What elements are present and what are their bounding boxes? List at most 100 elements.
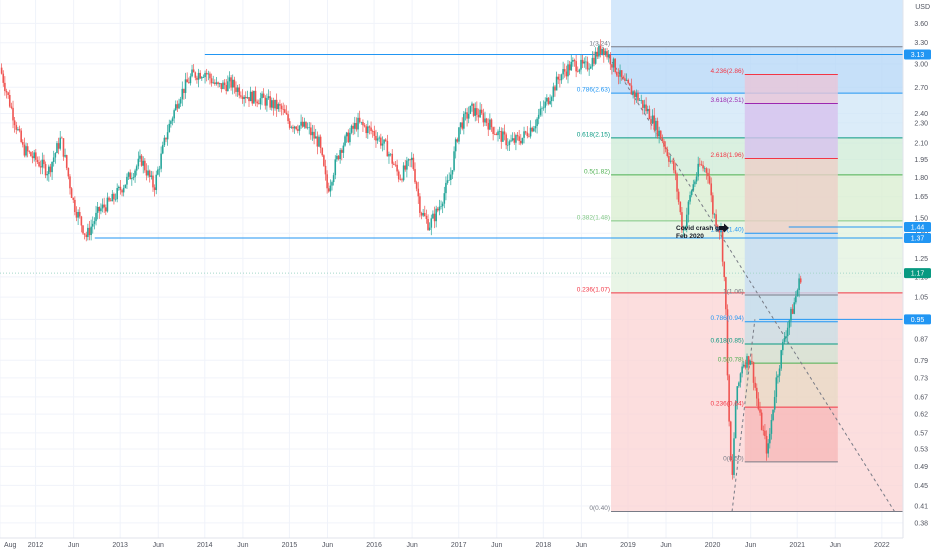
candle xyxy=(594,47,597,65)
candle xyxy=(778,364,781,383)
candle xyxy=(633,89,636,105)
candle xyxy=(56,141,58,154)
candle xyxy=(796,288,799,297)
candle xyxy=(534,119,537,133)
candle xyxy=(360,121,363,125)
candle xyxy=(140,154,143,167)
candle xyxy=(438,199,441,216)
candle xyxy=(493,126,496,136)
candle xyxy=(135,164,138,176)
candle xyxy=(74,196,76,216)
candle xyxy=(306,122,309,130)
candle xyxy=(770,414,773,440)
candle xyxy=(297,124,299,134)
candle xyxy=(257,99,260,105)
candle xyxy=(624,73,626,82)
candle xyxy=(515,133,517,151)
candle xyxy=(209,71,211,85)
candle xyxy=(783,332,786,344)
candle xyxy=(12,100,14,129)
candle xyxy=(729,420,732,462)
candle xyxy=(780,349,782,371)
candle xyxy=(402,162,405,182)
candle xyxy=(755,383,758,407)
candle xyxy=(339,147,341,164)
price-badge-label: 1.44 xyxy=(911,224,925,231)
candle xyxy=(199,70,201,80)
ext-zone xyxy=(744,103,838,159)
candle xyxy=(108,196,110,203)
candle xyxy=(723,261,726,282)
candle xyxy=(194,71,197,81)
candle xyxy=(570,54,573,71)
candle xyxy=(767,439,769,458)
ext-zone xyxy=(744,363,838,408)
y-tick-label: 0.79 xyxy=(914,358,928,365)
candle xyxy=(795,291,797,305)
candle xyxy=(620,70,623,81)
candle xyxy=(118,185,120,191)
candle xyxy=(529,120,532,139)
candle xyxy=(5,88,8,99)
ext-label: 0.618(0.85) xyxy=(710,338,743,345)
candle xyxy=(401,177,403,183)
x-tick-label: Jun xyxy=(491,542,502,549)
candle xyxy=(710,177,713,203)
candle xyxy=(266,93,268,112)
candle xyxy=(205,68,208,82)
y-tick-label: 0.57 xyxy=(914,430,928,437)
candle xyxy=(432,210,434,219)
candle xyxy=(326,170,328,194)
candle xyxy=(676,172,678,200)
candle xyxy=(707,168,709,184)
candle xyxy=(150,170,153,180)
candle xyxy=(559,74,561,88)
candle xyxy=(786,322,789,344)
time-axis[interactable]: Aug 2012 Jun 2013 Jun 2014 Jun 2015 Jun 2016 Jun 20… xyxy=(0,537,932,550)
candle xyxy=(0,63,3,75)
candle xyxy=(241,89,244,104)
candle xyxy=(365,124,367,139)
candle xyxy=(716,224,719,232)
candle xyxy=(62,138,65,161)
candle xyxy=(80,215,83,233)
price-badge xyxy=(904,221,931,232)
candle xyxy=(630,78,633,95)
candle xyxy=(749,360,752,366)
candle xyxy=(238,84,241,99)
ext-label: 0.236(0.64) xyxy=(710,401,743,408)
candle xyxy=(659,130,662,139)
candle xyxy=(101,198,104,213)
candle xyxy=(394,160,397,167)
candle xyxy=(536,117,538,134)
ext-zone xyxy=(744,407,838,462)
candle xyxy=(635,89,638,103)
candle xyxy=(658,126,660,144)
ext-label: 1.618(1.40) xyxy=(710,227,743,234)
candle xyxy=(511,132,514,142)
fib-zone xyxy=(611,0,903,47)
candle xyxy=(189,73,192,86)
ext-trend-line xyxy=(731,319,756,512)
candle xyxy=(769,428,771,449)
ext-label: 1(1.06) xyxy=(723,289,744,296)
candle xyxy=(436,206,439,213)
candle xyxy=(129,169,131,180)
candle xyxy=(629,82,631,86)
candle xyxy=(160,146,162,173)
candle xyxy=(378,135,381,142)
candle xyxy=(725,276,727,315)
candle xyxy=(476,101,478,121)
candle xyxy=(736,386,739,410)
candle xyxy=(580,54,582,75)
x-tick-label: 2016 xyxy=(366,542,382,549)
fib-label: 0(0.40) xyxy=(589,505,610,512)
candle xyxy=(549,94,551,105)
candle xyxy=(503,124,506,141)
candle xyxy=(46,171,48,181)
fib-label: 0.786(2.63) xyxy=(577,87,610,94)
candle xyxy=(267,89,270,100)
candle xyxy=(588,63,590,76)
candle xyxy=(345,131,348,143)
